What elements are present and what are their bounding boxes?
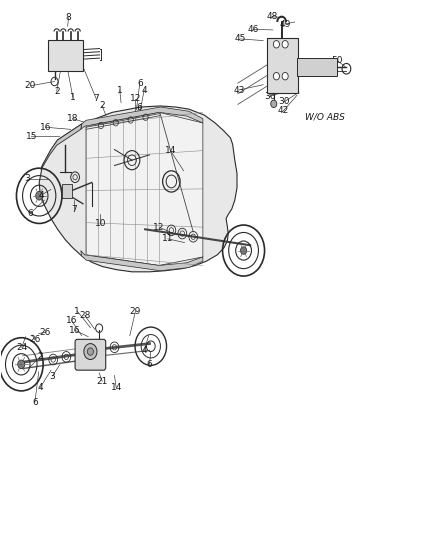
Circle shape (282, 72, 288, 80)
Text: 18: 18 (67, 114, 78, 123)
Text: 6: 6 (32, 398, 38, 407)
Text: 26: 26 (29, 335, 40, 344)
Polygon shape (81, 251, 202, 271)
Text: 29: 29 (130, 306, 141, 316)
Polygon shape (81, 107, 202, 130)
Text: 6: 6 (136, 102, 141, 111)
Text: 49: 49 (279, 20, 290, 29)
Circle shape (84, 344, 97, 360)
Text: 6: 6 (146, 360, 152, 369)
Circle shape (270, 100, 276, 108)
Text: 26: 26 (39, 328, 51, 337)
Text: 36: 36 (264, 92, 276, 101)
Text: 3: 3 (49, 372, 55, 381)
Text: 50: 50 (330, 56, 342, 64)
Text: 2: 2 (37, 352, 43, 361)
Text: 12: 12 (153, 223, 164, 232)
Text: 16: 16 (39, 123, 51, 132)
Text: 43: 43 (233, 85, 244, 94)
Text: 30: 30 (278, 97, 290, 106)
Text: 42: 42 (277, 106, 288, 115)
Polygon shape (62, 183, 72, 198)
Text: 4: 4 (141, 85, 147, 94)
Text: 4: 4 (37, 383, 43, 392)
Circle shape (240, 247, 246, 254)
FancyBboxPatch shape (48, 39, 83, 71)
Text: 28: 28 (79, 311, 90, 320)
Circle shape (282, 41, 288, 48)
Text: 16: 16 (66, 316, 77, 325)
Text: 10: 10 (95, 220, 106, 229)
Polygon shape (86, 112, 202, 265)
Text: 46: 46 (247, 25, 259, 34)
Circle shape (273, 41, 279, 48)
Text: 48: 48 (266, 12, 277, 21)
FancyBboxPatch shape (296, 58, 336, 76)
Text: 14: 14 (110, 383, 122, 392)
Text: 11: 11 (162, 235, 173, 244)
Text: 21: 21 (96, 377, 108, 386)
Text: 7: 7 (71, 205, 77, 214)
Text: 45: 45 (234, 35, 246, 44)
Circle shape (35, 191, 42, 200)
Text: 4: 4 (141, 346, 147, 355)
Text: 1: 1 (70, 93, 76, 102)
Polygon shape (39, 106, 237, 272)
Text: 24: 24 (16, 343, 27, 352)
Polygon shape (41, 124, 81, 169)
FancyBboxPatch shape (266, 38, 297, 93)
Text: 7: 7 (93, 94, 99, 103)
Text: 6: 6 (28, 209, 33, 218)
Circle shape (18, 360, 25, 368)
Text: 20: 20 (25, 81, 36, 90)
Text: W/O ABS: W/O ABS (304, 112, 344, 121)
Text: 4: 4 (38, 191, 44, 200)
Text: 12: 12 (130, 94, 141, 103)
Text: 1: 1 (117, 85, 122, 94)
Text: 44: 44 (274, 66, 285, 74)
Text: 8: 8 (66, 13, 71, 22)
Text: 2: 2 (99, 101, 105, 110)
Text: 2: 2 (54, 86, 60, 95)
Circle shape (87, 348, 93, 356)
Text: 1: 1 (74, 306, 80, 316)
Text: 15: 15 (25, 132, 37, 141)
Text: 6: 6 (137, 78, 142, 87)
Text: 16: 16 (69, 326, 81, 335)
Circle shape (273, 72, 279, 80)
Text: 3: 3 (24, 174, 30, 183)
FancyBboxPatch shape (75, 340, 106, 370)
Text: 14: 14 (164, 146, 176, 155)
